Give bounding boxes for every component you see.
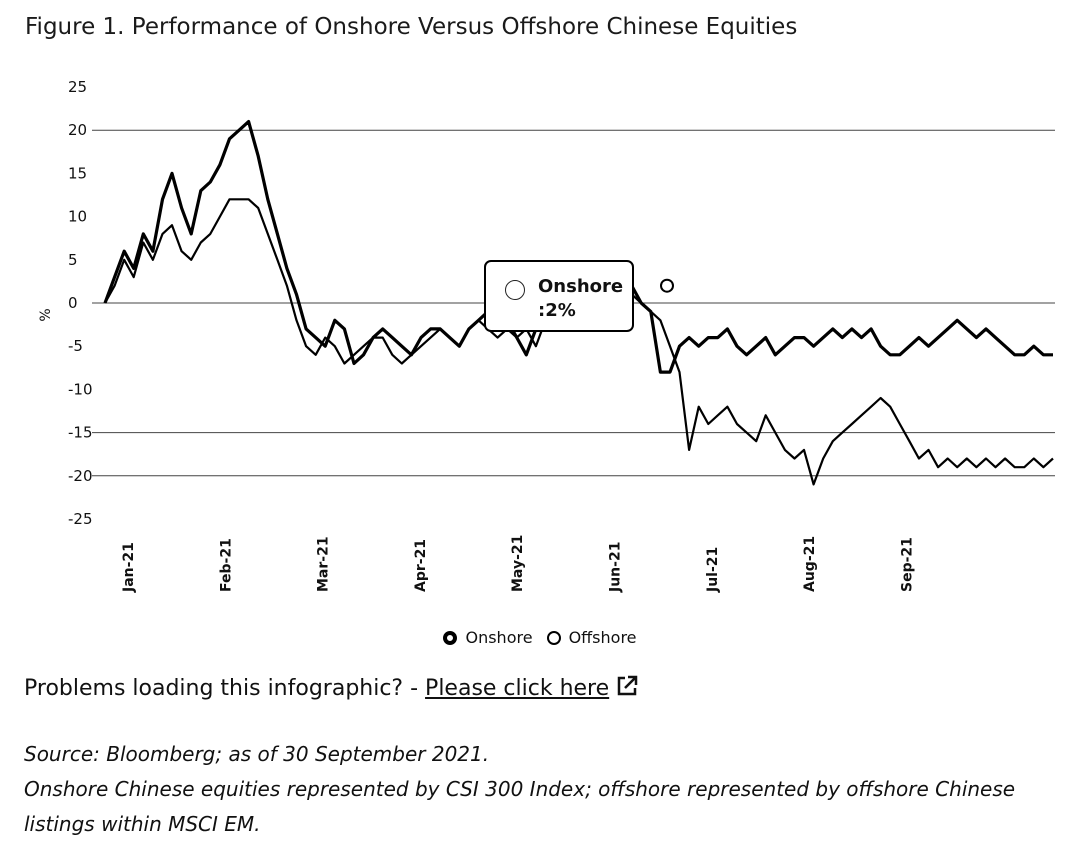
tooltip-series-name: Onshore bbox=[538, 276, 624, 297]
problems-loading-line: Problems loading this infographic? - Ple… bbox=[24, 674, 639, 704]
x-tick-label: Mar-21 bbox=[316, 536, 332, 592]
legend-onshore-label: Onshore bbox=[465, 628, 533, 647]
tooltip-marker-icon bbox=[505, 280, 525, 300]
source-line-1: Source: Bloomberg; as of 30 September 20… bbox=[24, 742, 490, 766]
y-tick-label: 5 bbox=[68, 251, 78, 269]
x-tick-label: Jan-21 bbox=[121, 542, 137, 593]
legend-offshore-label: Offshore bbox=[568, 628, 637, 647]
x-tick-label: Jun-21 bbox=[608, 542, 624, 593]
source-line-3: listings within MSCI EM. bbox=[24, 812, 261, 836]
y-tick-label: -25 bbox=[68, 510, 93, 528]
y-tick-label: 20 bbox=[68, 121, 87, 139]
y-tick-label: -5 bbox=[68, 337, 83, 355]
y-tick-label: 0 bbox=[68, 294, 78, 312]
tooltip-value: :2% bbox=[538, 300, 576, 321]
y-axis: 25 20 15 10 5 0 -5 -10 -15 -20 -25 bbox=[68, 78, 93, 528]
x-axis: Jan-21 Feb-21 Mar-21 Apr-21 May-21 Jun-21 Jul-… bbox=[121, 535, 915, 593]
y-tick-label: 10 bbox=[68, 208, 87, 226]
legend-onshore-icon bbox=[443, 630, 458, 645]
x-tick-label: Aug-21 bbox=[802, 536, 818, 592]
y-tick-label: -15 bbox=[68, 424, 93, 442]
x-tick-label: May-21 bbox=[510, 535, 526, 592]
x-tick-label: Sep-21 bbox=[899, 537, 915, 592]
chart-legend: Onshore Offshore bbox=[0, 628, 1080, 647]
x-tick-label: Feb-21 bbox=[218, 538, 234, 592]
please-click-here-link[interactable]: Please click here bbox=[425, 676, 610, 701]
y-axis-label: % bbox=[38, 308, 54, 321]
hover-point-marker bbox=[660, 278, 674, 293]
y-tick-label: 25 bbox=[68, 78, 87, 96]
legend-offshore-icon bbox=[546, 630, 561, 645]
source-notes: Source: Bloomberg; as of 30 September 20… bbox=[24, 737, 1015, 842]
y-tick-label: -10 bbox=[68, 380, 93, 398]
external-link-icon[interactable] bbox=[615, 674, 639, 704]
series-line-onshore bbox=[103, 119, 1053, 374]
problems-text: Problems loading this infographic? - bbox=[24, 676, 426, 701]
source-line-2: Onshore Chinese equities represented by … bbox=[24, 777, 1016, 801]
x-tick-label: Apr-21 bbox=[413, 539, 429, 592]
line-chart: 25 20 15 10 5 0 -5 -10 -15 -20 -25 Jan-21 Feb-21 Mar… bbox=[38, 78, 1055, 593]
y-tick-label: -20 bbox=[68, 467, 93, 485]
series-line-offshore bbox=[104, 198, 1054, 486]
figure-title: Figure 1. Performance of Onshore Versus … bbox=[25, 14, 798, 40]
x-tick-label: Jul-21 bbox=[705, 547, 721, 593]
chart-tooltip: Onshore :2% bbox=[484, 260, 634, 332]
legend-item-offshore[interactable]: Offshore bbox=[546, 628, 637, 647]
y-tick-label: 15 bbox=[68, 164, 87, 182]
legend-item-onshore[interactable]: Onshore bbox=[443, 628, 533, 647]
